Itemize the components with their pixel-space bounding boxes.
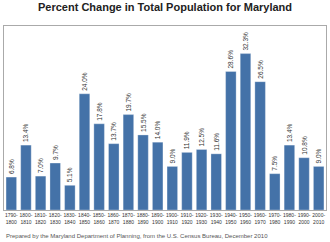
svg-text:7.0%: 7.0% <box>37 158 44 173</box>
svg-text:1950-1960: 1950-1960 <box>239 212 252 225</box>
svg-text:1870-1880: 1870-1880 <box>122 212 135 225</box>
svg-text:Percent Change in Total Popula: Percent Change in Total Population for M… <box>38 1 292 13</box>
svg-text:9.0%: 9.0% <box>315 148 322 163</box>
svg-text:1920-1930: 1920-1930 <box>195 212 208 225</box>
svg-text:26.5%: 26.5% <box>257 60 264 79</box>
svg-text:14.0%: 14.0% <box>154 121 161 140</box>
svg-text:2000-2010: 2000-2010 <box>312 212 325 225</box>
svg-text:1790-1800: 1790-1800 <box>5 212 18 225</box>
svg-text:1990-2000: 1990-2000 <box>298 212 311 225</box>
svg-text:12.5%: 12.5% <box>198 128 205 147</box>
svg-text:1900-1910: 1900-1910 <box>166 212 179 225</box>
svg-text:11.9%: 11.9% <box>183 131 190 149</box>
svg-text:1810-1820: 1810-1820 <box>34 212 47 225</box>
svg-text:11.6%: 11.6% <box>213 133 220 151</box>
svg-text:7.5%: 7.5% <box>271 156 278 171</box>
svg-text:1840-1850: 1840-1850 <box>78 212 91 225</box>
svg-text:9.0%: 9.0% <box>169 148 176 163</box>
svg-text:32.3%: 32.3% <box>242 32 249 51</box>
svg-text:24.0%: 24.0% <box>81 72 88 91</box>
svg-text:5.1%: 5.1% <box>66 167 73 182</box>
svg-text:1880-1890: 1880-1890 <box>137 212 150 225</box>
svg-text:1960-1970: 1960-1970 <box>254 212 267 225</box>
svg-text:13.4%: 13.4% <box>286 123 293 142</box>
svg-text:6.8%: 6.8% <box>8 159 15 174</box>
svg-text:1970-1980: 1970-1980 <box>268 212 281 225</box>
svg-text:9.7%: 9.7% <box>52 145 59 160</box>
svg-text:1830-1840: 1830-1840 <box>63 212 76 225</box>
svg-text:17.8%: 17.8% <box>96 102 103 121</box>
svg-text:Prepared by the Maryland Depar: Prepared by the Maryland Department of P… <box>6 233 268 239</box>
svg-text:1910-1920: 1910-1920 <box>181 212 194 225</box>
svg-text:28.6%: 28.6% <box>227 50 234 69</box>
svg-text:10.8%: 10.8% <box>301 136 308 155</box>
svg-text:1890-1900: 1890-1900 <box>151 212 164 225</box>
svg-text:13.7%: 13.7% <box>110 122 117 141</box>
svg-text:1850-1860: 1850-1860 <box>93 212 106 225</box>
svg-text:19.7%: 19.7% <box>125 93 132 112</box>
svg-text:1930-1940: 1930-1940 <box>210 212 223 225</box>
svg-text:13.4%: 13.4% <box>22 123 29 142</box>
svg-text:1860-1870: 1860-1870 <box>107 212 120 225</box>
svg-text:1800-1810: 1800-1810 <box>20 212 33 225</box>
svg-text:1820-1830: 1820-1830 <box>49 212 62 225</box>
svg-text:1980-1990: 1980-1990 <box>283 212 296 225</box>
svg-text:15.5%: 15.5% <box>140 113 147 132</box>
svg-text:1940-1950: 1940-1950 <box>224 212 237 225</box>
